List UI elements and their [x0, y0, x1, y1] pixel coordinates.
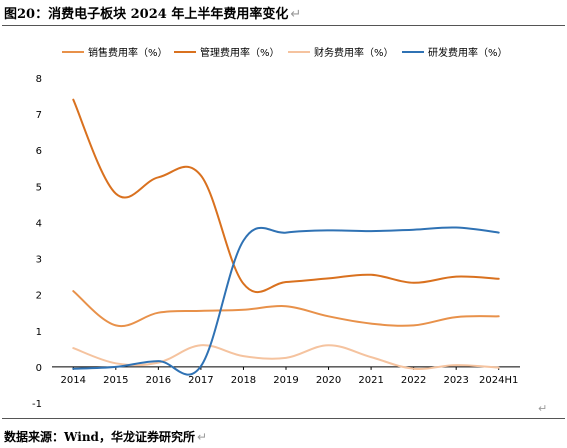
x-tick-label: 2016 [146, 375, 171, 386]
data-point-sales [370, 322, 372, 324]
data-point-rnd [115, 366, 117, 368]
x-tick-label: 2015 [103, 375, 128, 386]
series-line-sales [72, 290, 500, 328]
data-point-admin [455, 275, 457, 277]
data-point-rnd [72, 367, 74, 369]
x-tick-label: 2021 [358, 375, 383, 386]
chart-return-mark-icon: ↵ [538, 402, 547, 415]
return-mark-icon: ↵ [290, 7, 302, 22]
series-line-admin [72, 98, 500, 293]
data-point-rnd [285, 231, 287, 233]
x-tick-label: 2014 [61, 375, 86, 386]
data-point-admin [72, 98, 74, 100]
data-point-admin [412, 282, 414, 284]
data-point-sales [412, 324, 414, 326]
legend-label-rnd: 研发费用率（%） [428, 46, 508, 59]
data-point-finance [370, 356, 372, 358]
data-point-rnd [157, 360, 159, 362]
x-tick-label: 2022 [401, 375, 426, 386]
data-point-admin [200, 174, 202, 176]
data-point-sales [455, 316, 457, 318]
y-tick-label: 3 [36, 255, 42, 266]
data-point-finance [242, 355, 244, 357]
data-point-rnd [498, 231, 500, 233]
data-point-sales [285, 305, 287, 307]
y-tick-label: 1 [36, 327, 42, 338]
chart-container: -1 0 1 2 3 4 5 6 7 8 2014 2015 2016 2017 2018 2019 2020 2… [0, 28, 567, 422]
y-tick-label: 2 [36, 291, 42, 302]
data-point-sales [72, 290, 74, 292]
data-point-finance [498, 366, 500, 368]
x-tick-label: 2024H1 [479, 375, 518, 386]
y-tick-label: 5 [36, 182, 42, 193]
data-point-admin [242, 283, 244, 285]
data-point-sales [327, 315, 329, 317]
y-tick-label: 7 [36, 110, 42, 121]
data-point-rnd [370, 230, 372, 232]
bottom-rule [2, 418, 565, 419]
legend-label-sales: 销售费用率（%） [88, 46, 168, 59]
legend-label-admin: 管理费用率（%） [200, 46, 280, 59]
x-tick-label: 2017 [188, 375, 213, 386]
data-point-sales [242, 309, 244, 311]
y-tick-label: 4 [36, 218, 42, 229]
data-point-admin [285, 281, 287, 283]
data-point-admin [327, 277, 329, 279]
source-text: 数据来源：Wind，华龙证券研究所 [4, 430, 195, 444]
data-point-sales [157, 312, 159, 314]
legend-label-finance: 财务费用率（%） [314, 46, 394, 59]
y-tick-label: -1 [32, 399, 42, 410]
y-tick-label: 0 [36, 363, 42, 374]
data-point-rnd [455, 226, 457, 228]
data-point-admin [370, 274, 372, 276]
figure-title-text: 图20：消费电子板块 2024 年上半年费用率变化 [4, 7, 289, 22]
y-tick-label: 8 [36, 74, 42, 85]
data-point-rnd [412, 228, 414, 230]
data-point-sales [498, 315, 500, 317]
data-point-finance [115, 362, 117, 364]
data-point-sales [200, 310, 202, 312]
data-point-finance [327, 344, 329, 346]
figure-title: 图20：消费电子板块 2024 年上半年费用率变化 ↵ [4, 3, 301, 22]
data-point-finance [200, 344, 202, 346]
data-point-admin [157, 176, 159, 178]
series-line-finance [72, 344, 500, 370]
x-tick-label: 2018 [231, 375, 256, 386]
series-line-rnd [72, 226, 500, 376]
data-point-rnd [200, 365, 202, 367]
source-return-mark-icon: ↵ [196, 430, 208, 444]
top-rule [2, 25, 565, 26]
data-point-admin [115, 192, 117, 194]
x-tick-label: 2023 [443, 375, 468, 386]
data-point-rnd [242, 239, 244, 241]
data-point-finance [72, 347, 74, 349]
data-point-finance [412, 367, 414, 369]
source-note: 数据来源：Wind，华龙证券研究所 ↵ [4, 428, 207, 445]
line-chart: -1 0 1 2 3 4 5 6 7 8 2014 2015 2016 2017 2018 2019 2020 2… [32, 46, 547, 415]
x-tick-label: 2019 [273, 375, 298, 386]
data-point-finance [285, 357, 287, 359]
x-tick-label: 2020 [316, 375, 341, 386]
data-point-sales [115, 324, 117, 326]
data-point-rnd [327, 229, 329, 231]
data-point-finance [455, 364, 457, 366]
y-tick-label: 6 [36, 146, 42, 157]
data-point-admin [498, 278, 500, 280]
